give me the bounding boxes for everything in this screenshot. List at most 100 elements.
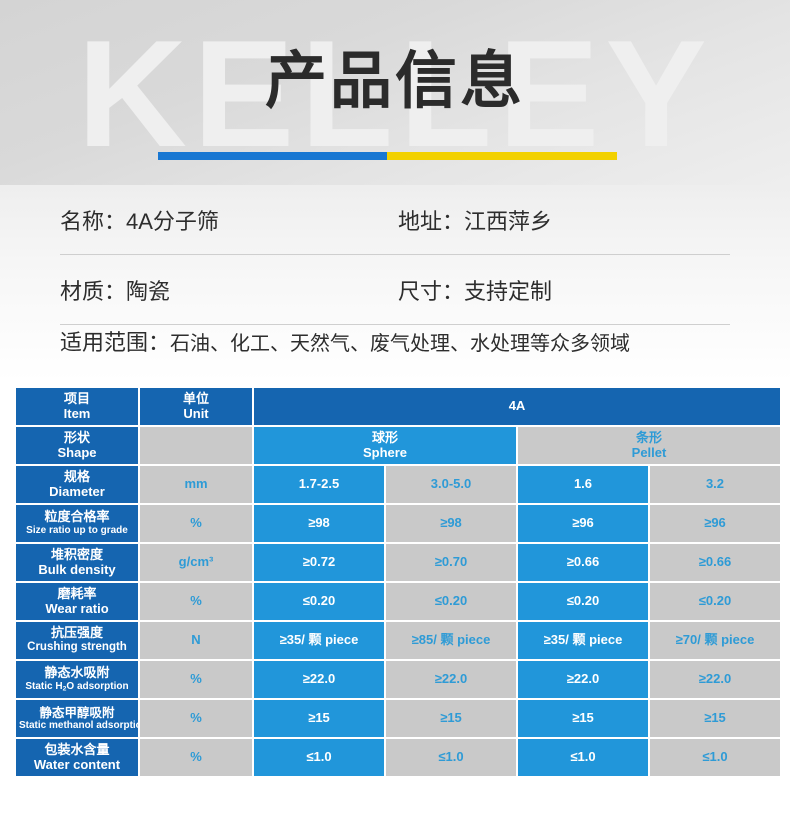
- cell-pellet-2: ≤1.0: [650, 739, 780, 776]
- shape-sphere-cn: 球形: [371, 429, 398, 445]
- row-unit: %: [140, 700, 252, 737]
- header-item-cn: 项目: [63, 390, 90, 406]
- info-name: 名称：4A分子筛: [60, 209, 219, 234]
- cell-sphere-2: ≥85/ 颗 piece: [386, 622, 516, 659]
- cell-pellet-2: ≥22.0: [650, 661, 780, 698]
- brand-watermark: KELLEY: [77, 9, 713, 179]
- table-row: 抗压强度 Crushing strength N ≥35/ 颗 piece ≥8…: [16, 622, 780, 659]
- cell-pellet-2: 3.2: [650, 466, 780, 503]
- scope-value: 石油、化工、天然气、废气处理、水处理等众多领域: [170, 333, 631, 355]
- header-item: 项目 Item: [16, 388, 138, 425]
- row-unit: g/cm³: [140, 544, 252, 581]
- cell-sphere-2: ≥0.70: [386, 544, 516, 581]
- shape-unit-empty: [140, 427, 252, 464]
- cell-pellet-2: ≥96: [650, 505, 780, 542]
- row-label-cn: 粒度合格率: [44, 509, 110, 525]
- info-size: 尺寸：支持定制: [398, 279, 553, 304]
- row-label: 静态水吸附 Static H2O adsorption: [16, 661, 138, 698]
- row-label-cn: 堆积密度: [50, 546, 103, 562]
- cell-pellet-1: ≥22.0: [518, 661, 648, 698]
- row-label-shape: 形状 Shape: [16, 427, 138, 464]
- row-label-en: Crushing strength: [27, 641, 127, 654]
- row-label-en: Wear ratio: [45, 600, 109, 616]
- cell-sphere-2: ≥15: [386, 700, 516, 737]
- info-scope-row: 适用范围： 石油、化工、天然气、废气处理、水处理等众多领域: [60, 325, 730, 381]
- cell-sphere-1: ≥35/ 颗 piece: [254, 622, 384, 659]
- cell-sphere-1: ≥15: [254, 700, 384, 737]
- cell-sphere-2: ≤1.0: [386, 739, 516, 776]
- cell-pellet-1: ≤1.0: [518, 739, 648, 776]
- row-label-cn: 形状: [63, 429, 90, 445]
- header-unit-en: Unit: [183, 405, 209, 421]
- row-label: 磨耗率 Wear ratio: [16, 583, 138, 620]
- info-address: 地址：江西萍乡: [398, 209, 553, 234]
- row-unit: N: [140, 622, 252, 659]
- table-header-row: 项目 Item 单位 Unit 4A: [16, 388, 780, 425]
- banner: KELLEY 产品信息: [0, 0, 790, 185]
- info-material: 材质：陶瓷: [60, 279, 171, 304]
- cell-pellet-2: ≤0.20: [650, 583, 780, 620]
- row-label-en: Diameter: [49, 483, 105, 499]
- row-unit: %: [140, 505, 252, 542]
- cell-pellet-1: ≥0.66: [518, 544, 648, 581]
- shape-pellet: 条形 Pellet: [518, 427, 780, 464]
- table-row: 规格 Diameter mm 1.7-2.5 3.0-5.0 1.6 3.2: [16, 466, 780, 503]
- row-label: 粒度合格率 Size ratio up to grade: [16, 505, 138, 542]
- row-label-en: Static methanol adsorption: [19, 719, 138, 731]
- row-label-en: Bulk density: [38, 561, 116, 577]
- row-unit: mm: [140, 466, 252, 503]
- shape-pellet-cn: 条形: [635, 429, 662, 445]
- info-row: 名称：4A分子筛 地址：江西萍乡: [60, 185, 730, 255]
- table-row: 静态水吸附 Static H2O adsorption % ≥22.0 ≥22.…: [16, 661, 780, 698]
- cell-pellet-1: 1.6: [518, 466, 648, 503]
- header-product: 4A: [254, 388, 780, 425]
- row-label-cn: 静态水吸附: [44, 664, 110, 680]
- cell-sphere-1: ≤1.0: [254, 739, 384, 776]
- cell-pellet-1: ≥35/ 颗 piece: [518, 622, 648, 659]
- info-row: 材质：陶瓷 尺寸：支持定制: [60, 255, 730, 325]
- page-title: 产品信息: [264, 47, 525, 116]
- spec-table-wrapper: 项目 Item 单位 Unit 4A 形状 Shape: [0, 381, 790, 794]
- cell-sphere-1: ≥0.72: [254, 544, 384, 581]
- info-section: 名称：4A分子筛 地址：江西萍乡 材质：陶瓷 尺寸：支持定制 适用范围： 石油、…: [0, 185, 790, 381]
- cell-sphere-1: ≥98: [254, 505, 384, 542]
- scope-label: 适用范围：: [60, 330, 171, 355]
- table-row-shape: 形状 Shape 球形 Sphere 条形 Pellet: [16, 427, 780, 464]
- row-label-en: Shape: [57, 444, 97, 460]
- accent-rule-blue: [158, 152, 387, 160]
- table-row: 静态甲醇吸附 Static methanol adsorption % ≥15 …: [16, 700, 780, 737]
- row-label: 抗压强度 Crushing strength: [16, 622, 138, 659]
- row-label-cn: 静态甲醇吸附: [39, 705, 115, 720]
- row-label-cn: 包装水含量: [44, 741, 110, 757]
- shape-sphere: 球形 Sphere: [254, 427, 516, 464]
- cell-pellet-2: ≥0.66: [650, 544, 780, 581]
- header-unit-cn: 单位: [182, 390, 209, 406]
- table-row: 包装水含量 Water content % ≤1.0 ≤1.0 ≤1.0 ≤1.…: [16, 739, 780, 776]
- cell-pellet-2: ≥15: [650, 700, 780, 737]
- row-label-cn: 磨耗率: [57, 585, 97, 601]
- shape-sphere-en: Sphere: [362, 444, 408, 460]
- table-row: 堆积密度 Bulk density g/cm³ ≥0.72 ≥0.70 ≥0.6…: [16, 544, 780, 581]
- header-unit: 单位 Unit: [140, 388, 252, 425]
- cell-pellet-1: ≥15: [518, 700, 648, 737]
- cell-sphere-2: 3.0-5.0: [386, 466, 516, 503]
- row-label-cn: 规格: [63, 468, 90, 484]
- table-row: 磨耗率 Wear ratio % ≤0.20 ≤0.20 ≤0.20 ≤0.20: [16, 583, 780, 620]
- cell-sphere-2: ≤0.20: [386, 583, 516, 620]
- row-label-en: Size ratio up to grade: [26, 525, 128, 537]
- row-label: 堆积密度 Bulk density: [16, 544, 138, 581]
- header-item-en: Item: [63, 405, 91, 421]
- table-row: 粒度合格率 Size ratio up to grade % ≥98 ≥98 ≥…: [16, 505, 780, 542]
- cell-sphere-1: 1.7-2.5: [254, 466, 384, 503]
- row-unit: %: [140, 583, 252, 620]
- shape-pellet-en: Pellet: [631, 444, 667, 460]
- cell-pellet-1: ≥96: [518, 505, 648, 542]
- row-label-en: Water content: [33, 756, 121, 772]
- accent-rule-yellow: [387, 152, 617, 160]
- cell-sphere-2: ≥98: [386, 505, 516, 542]
- row-unit: %: [140, 661, 252, 698]
- row-unit: %: [140, 739, 252, 776]
- row-label-cn: 抗压强度: [50, 625, 103, 641]
- cell-sphere-1: ≥22.0: [254, 661, 384, 698]
